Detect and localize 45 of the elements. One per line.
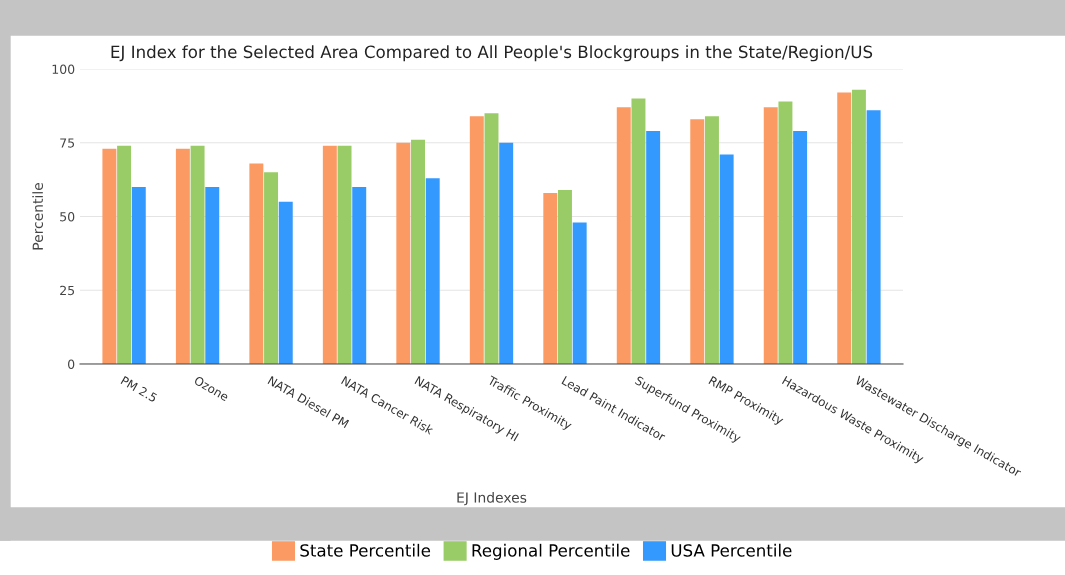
- bar: [352, 187, 367, 364]
- bar: [763, 107, 778, 364]
- bar: [190, 145, 205, 364]
- bar: [499, 142, 514, 364]
- bar: [396, 142, 411, 364]
- bar: [425, 178, 440, 364]
- bar: [337, 145, 352, 364]
- bar: [778, 101, 793, 364]
- bar: [719, 154, 734, 364]
- y-axis-title: Percentile: [32, 182, 44, 250]
- chart-title: EJ Index for the Selected Area Compared to All People's Blockgroups in the State/Region/US: [111, 45, 873, 62]
- bar: [558, 189, 572, 364]
- bar: [851, 89, 866, 364]
- y-tick-label: 25: [60, 285, 75, 296]
- bar: [249, 163, 264, 364]
- legend-label: State Percentile: [300, 543, 431, 557]
- bar: [131, 187, 146, 364]
- bar: [866, 110, 881, 364]
- bar: [543, 192, 558, 364]
- bar: [616, 107, 631, 364]
- bar: [690, 119, 705, 364]
- bar: [793, 130, 808, 364]
- bar: [572, 222, 587, 364]
- y-tick-label: 100: [52, 64, 75, 74]
- bar: [264, 172, 279, 364]
- bar: [102, 148, 117, 364]
- y-tick-label: 50: [60, 211, 75, 222]
- bar: [631, 98, 646, 364]
- legend-label: Regional Percentile: [472, 543, 630, 560]
- bar: [278, 201, 293, 364]
- legend-label: USA Percentile: [671, 543, 792, 557]
- bar: [837, 92, 852, 364]
- bar: [704, 116, 719, 364]
- bar: [117, 145, 132, 364]
- bar: [469, 116, 484, 364]
- y-tick-label: 75: [60, 138, 75, 148]
- y-tick-label: 0: [68, 359, 75, 369]
- bar: [175, 148, 190, 364]
- bar: [411, 139, 425, 364]
- bar: [205, 187, 220, 364]
- x-axis-title: EJ Indexes: [457, 492, 527, 506]
- bar: [322, 145, 337, 364]
- x-tick-label: PM 2.5: [120, 375, 158, 403]
- bar: [484, 113, 499, 364]
- bar: [646, 130, 661, 364]
